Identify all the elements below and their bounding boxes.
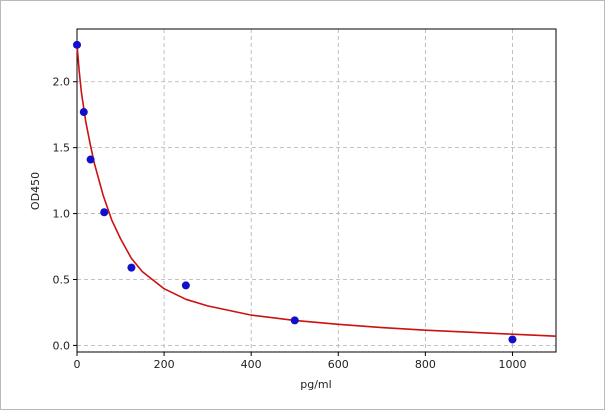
fit-curve bbox=[76, 44, 557, 337]
y-tick-label: 1.5 bbox=[53, 142, 71, 155]
data-point bbox=[181, 281, 190, 290]
data-point bbox=[508, 335, 517, 344]
grid bbox=[76, 29, 556, 352]
data-point bbox=[100, 208, 109, 217]
y-tick-label: 0.0 bbox=[53, 339, 71, 352]
data-point bbox=[86, 155, 95, 164]
y-axis-label: OD450 bbox=[29, 172, 42, 210]
y-tick-label: 2.0 bbox=[53, 76, 71, 89]
ticks: 0 200 400 600 800 1000 0.0 0.5 1.0 1.5 2.0 bbox=[53, 76, 527, 371]
x-tick-label: 400 bbox=[241, 358, 262, 371]
data-point bbox=[79, 108, 88, 117]
data-point bbox=[290, 316, 299, 325]
x-tick-label: 1000 bbox=[498, 358, 526, 371]
x-tick-label: 0 bbox=[74, 358, 81, 371]
y-tick-label: 0.5 bbox=[53, 273, 71, 286]
data-point bbox=[127, 263, 136, 272]
x-tick-label: 800 bbox=[415, 358, 436, 371]
data-points bbox=[73, 40, 517, 344]
y-tick-label: 1.0 bbox=[53, 208, 71, 221]
x-axis-label: pg/ml bbox=[300, 378, 331, 391]
data-point bbox=[73, 40, 81, 49]
x-tick-label: 200 bbox=[154, 358, 175, 371]
fit-curve-line bbox=[76, 44, 557, 337]
plot-area bbox=[76, 28, 557, 353]
x-tick-label: 600 bbox=[328, 358, 349, 371]
